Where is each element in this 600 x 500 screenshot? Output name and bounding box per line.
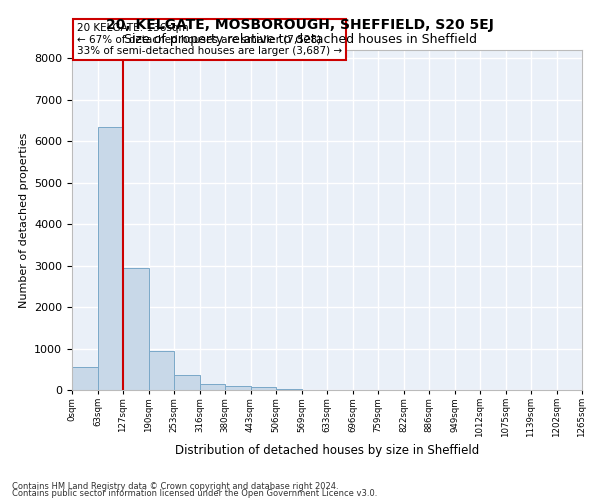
Bar bbox=[199, 384, 225, 390]
Bar bbox=[72, 367, 97, 390]
Bar bbox=[251, 387, 276, 390]
Text: Contains HM Land Registry data © Crown copyright and database right 2024.: Contains HM Land Registry data © Crown c… bbox=[12, 482, 338, 491]
Bar bbox=[174, 376, 199, 390]
Bar bbox=[225, 386, 251, 390]
Bar bbox=[97, 126, 123, 390]
X-axis label: Distribution of detached houses by size in Sheffield: Distribution of detached houses by size … bbox=[175, 444, 479, 458]
Text: Size of property relative to detached houses in Sheffield: Size of property relative to detached ho… bbox=[124, 32, 476, 46]
Text: 20, KELGATE, MOSBOROUGH, SHEFFIELD, S20 5EJ: 20, KELGATE, MOSBOROUGH, SHEFFIELD, S20 … bbox=[106, 18, 494, 32]
Bar bbox=[123, 268, 149, 390]
Text: 20 KELGATE: 136sqm
← 67% of detached houses are smaller (7,528)
33% of semi-deta: 20 KELGATE: 136sqm ← 67% of detached hou… bbox=[77, 23, 342, 56]
Y-axis label: Number of detached properties: Number of detached properties bbox=[19, 132, 29, 308]
Text: Contains public sector information licensed under the Open Government Licence v3: Contains public sector information licen… bbox=[12, 490, 377, 498]
Bar bbox=[149, 350, 174, 390]
